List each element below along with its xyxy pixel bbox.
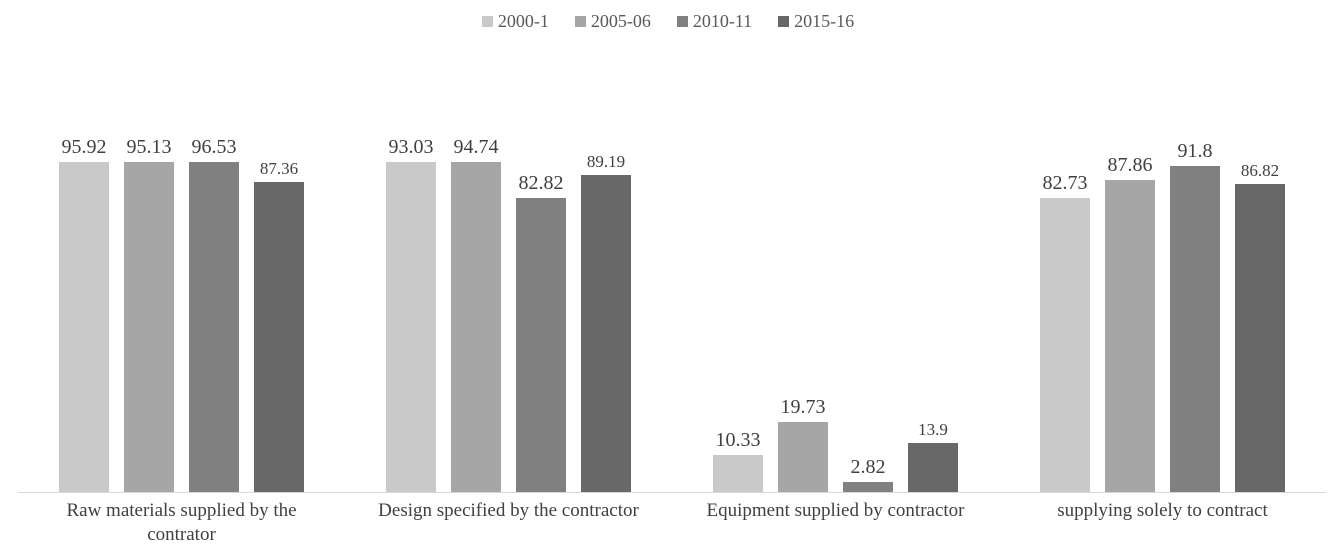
category-label: Equipment supplied by contractor — [706, 500, 965, 521]
legend-label: 2015-16 — [794, 11, 855, 31]
legend-swatch-icon — [778, 16, 790, 27]
category-axis: Raw materials supplied by the contrator D… — [18, 499, 1326, 547]
value-label: 89.19 — [586, 152, 626, 172]
value-label: 87.36 — [259, 158, 299, 178]
bar-column: 13.9 — [908, 137, 958, 492]
category-label: supplying solely to contract — [1057, 500, 1268, 521]
category-label: Raw materials supplied by the contrator — [66, 500, 297, 545]
bar — [1105, 180, 1155, 492]
bar-column: 10.33 — [713, 137, 763, 492]
bar-column: 91.8 — [1170, 137, 1220, 492]
bar-group: 93.03 94.74 82.82 89.19 — [345, 137, 672, 492]
value-label: 96.53 — [191, 136, 237, 158]
legend: 2000-1 2005-06 2010-11 2015-16 — [0, 11, 1336, 32]
value-label: 10.33 — [715, 429, 761, 452]
bar — [1040, 198, 1090, 492]
bar-column: 82.82 — [516, 137, 566, 492]
legend-label: 2005-06 — [590, 11, 651, 31]
value-label: 87.86 — [1107, 154, 1153, 177]
value-label: 82.73 — [1042, 172, 1088, 195]
value-label: 95.13 — [126, 136, 172, 158]
plot-area: 95.92 95.13 96.53 87.36 93.03 94.74 82.82 89.19… — [18, 137, 1326, 493]
value-label: 2.82 — [850, 456, 886, 478]
value-label: 13.9 — [918, 419, 948, 439]
bar-column: 96.53 — [189, 137, 239, 492]
bar-column: 89.19 — [581, 137, 631, 492]
bar-group: 95.92 95.13 96.53 87.36 — [18, 137, 345, 492]
bar-column: 82.73 — [1040, 137, 1090, 492]
bar-column: 86.82 — [1235, 137, 1285, 492]
bar — [124, 162, 174, 492]
category-label: Design specified by the contractor — [378, 500, 639, 521]
bar-column: 87.86 — [1105, 137, 1155, 492]
bar-group: 10.33 19.73 2.82 13.9 — [672, 137, 999, 492]
bar — [908, 442, 958, 492]
legend-swatch-icon — [574, 16, 586, 27]
value-label: 93.03 — [388, 136, 434, 158]
legend-label: 2010-11 — [692, 11, 753, 31]
legend-item: 2010-11 — [676, 11, 753, 32]
legend-item: 2005-06 — [574, 11, 651, 32]
legend-label: 2000-1 — [497, 11, 549, 31]
bar — [1170, 166, 1220, 492]
bar-column: 93.03 — [386, 137, 436, 492]
bar — [189, 162, 239, 492]
bar — [59, 162, 109, 492]
legend-item: 2000-1 — [481, 11, 549, 32]
bar-column: 94.74 — [451, 137, 501, 492]
value-label: 86.82 — [1240, 160, 1280, 180]
bar-column: 19.73 — [778, 137, 828, 492]
legend-swatch-icon — [481, 16, 493, 27]
bar-column: 95.13 — [124, 137, 174, 492]
value-label: 19.73 — [780, 395, 826, 418]
bar-group: 82.73 87.86 91.8 86.82 — [999, 137, 1326, 492]
bar — [386, 162, 436, 492]
bar — [778, 421, 828, 492]
bar — [713, 455, 763, 492]
bar — [516, 198, 566, 492]
value-label: 91.8 — [1177, 140, 1213, 163]
bar — [451, 162, 501, 492]
bar-column: 95.92 — [59, 137, 109, 492]
value-label: 95.92 — [61, 136, 107, 158]
value-label: 82.82 — [518, 172, 564, 194]
bar-column: 2.82 — [843, 137, 893, 492]
bar — [843, 482, 893, 492]
legend-swatch-icon — [676, 16, 688, 27]
bar — [254, 181, 304, 492]
bar-column: 87.36 — [254, 137, 304, 492]
bar — [581, 175, 631, 492]
value-label: 94.74 — [453, 136, 499, 158]
legend-item: 2015-16 — [778, 11, 854, 32]
bar — [1235, 183, 1285, 492]
